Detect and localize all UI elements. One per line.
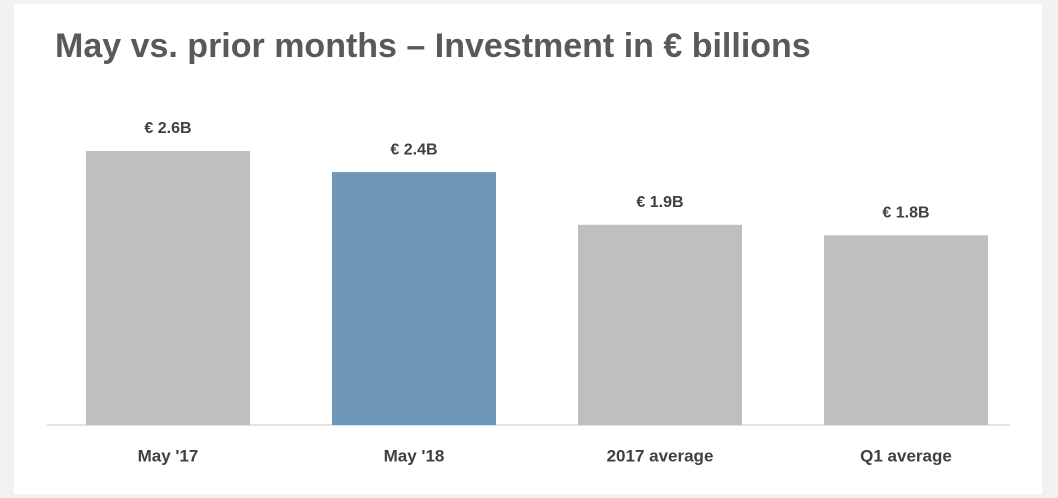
x-tick-label: May '17 (138, 446, 199, 465)
x-tick-label: Q1 average (860, 446, 952, 465)
value-label: € 1.8B (882, 205, 929, 222)
bar (86, 151, 250, 425)
value-label: € 2.6B (144, 120, 191, 137)
value-label: € 1.9B (636, 194, 683, 211)
chart-title: May vs. prior months – Investment in € b… (55, 27, 811, 65)
bar (332, 172, 496, 425)
value-label: € 2.4B (390, 141, 437, 158)
x-tick-label: May '18 (384, 446, 445, 465)
x-tick-label: 2017 average (607, 446, 714, 465)
bar (824, 235, 988, 425)
bar (578, 224, 742, 425)
